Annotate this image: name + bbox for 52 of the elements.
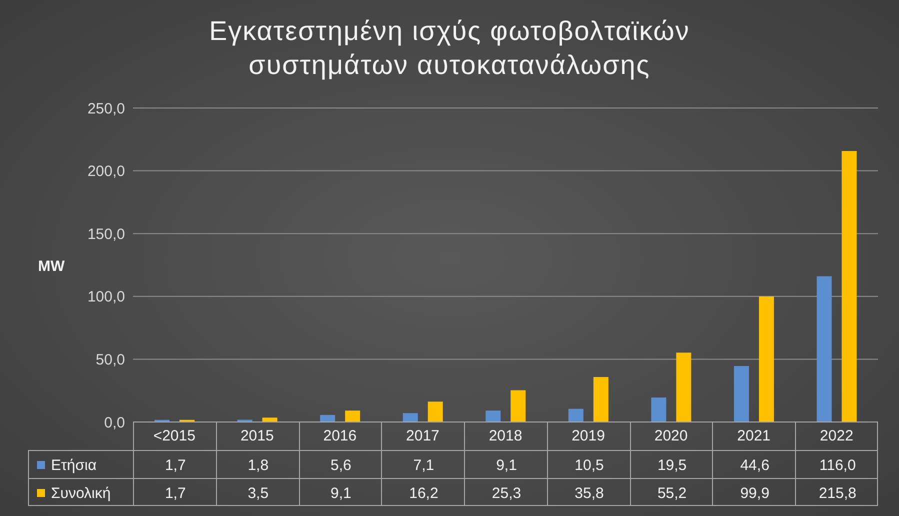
bar — [651, 398, 666, 422]
bar — [676, 352, 692, 422]
y-axis-title: MW — [38, 258, 65, 275]
bar — [486, 410, 501, 422]
data-label: 3,5 — [246, 484, 270, 504]
y-tick-label: 50,0 — [96, 352, 125, 369]
x-tick-label: 2022 — [820, 428, 854, 445]
data-label: 215,8 — [818, 484, 858, 504]
bar — [842, 150, 857, 422]
y-tick-label: 150,0 — [87, 226, 125, 243]
data-label: 10,5 — [574, 456, 605, 476]
data-label: 9,1 — [330, 484, 352, 504]
y-tick-label: 0,0 — [104, 414, 125, 432]
data-label: 7,1 — [412, 456, 436, 476]
data-label: 35,8 — [574, 484, 605, 504]
bar — [568, 408, 584, 422]
x-tick-label: <2015 — [153, 428, 196, 445]
data-label: 99,9 — [739, 484, 770, 504]
bar — [758, 296, 774, 422]
y-tick-label: 250,0 — [87, 100, 125, 118]
data-label: 25,3 — [490, 484, 522, 504]
x-tick-label: 2020 — [654, 428, 688, 445]
bar — [734, 366, 749, 422]
bar — [402, 413, 418, 422]
x-tick-label: 2019 — [572, 428, 605, 445]
data-label: 1,8 — [246, 456, 270, 476]
bar — [262, 418, 278, 422]
x-tick-label: 2016 — [323, 428, 357, 445]
data-label: 9,1 — [495, 456, 518, 476]
data-label: 16,2 — [408, 484, 440, 504]
data-label: 19,5 — [656, 456, 688, 476]
x-tick-label: 2021 — [737, 428, 771, 445]
bar — [510, 390, 526, 422]
legend-label: Συνολική — [51, 484, 111, 502]
data-label: 44,6 — [739, 456, 770, 476]
bar — [320, 414, 336, 422]
data-label: 1,7 — [164, 456, 187, 476]
chart-title: Εγκατεστημένη ισχύς φωτοβολταϊκών συστημάτων αυτοκατανάλωσης — [208, 15, 691, 82]
bar — [593, 377, 608, 422]
data-label: 116,0 — [818, 456, 857, 476]
data-label: 5,6 — [330, 456, 352, 476]
x-tick-label: 2015 — [240, 428, 274, 445]
x-tick-label: 2017 — [406, 428, 440, 445]
bar — [345, 410, 360, 422]
bar — [428, 402, 443, 422]
data-label: 55,2 — [656, 484, 688, 504]
y-tick-label: 100,0 — [87, 288, 125, 306]
legend-label: Ετήσια — [51, 456, 97, 474]
x-tick-label: 2018 — [488, 428, 522, 445]
bar — [816, 276, 832, 422]
y-tick-label: 200,0 — [87, 163, 125, 180]
data-label: 1,7 — [164, 484, 187, 504]
